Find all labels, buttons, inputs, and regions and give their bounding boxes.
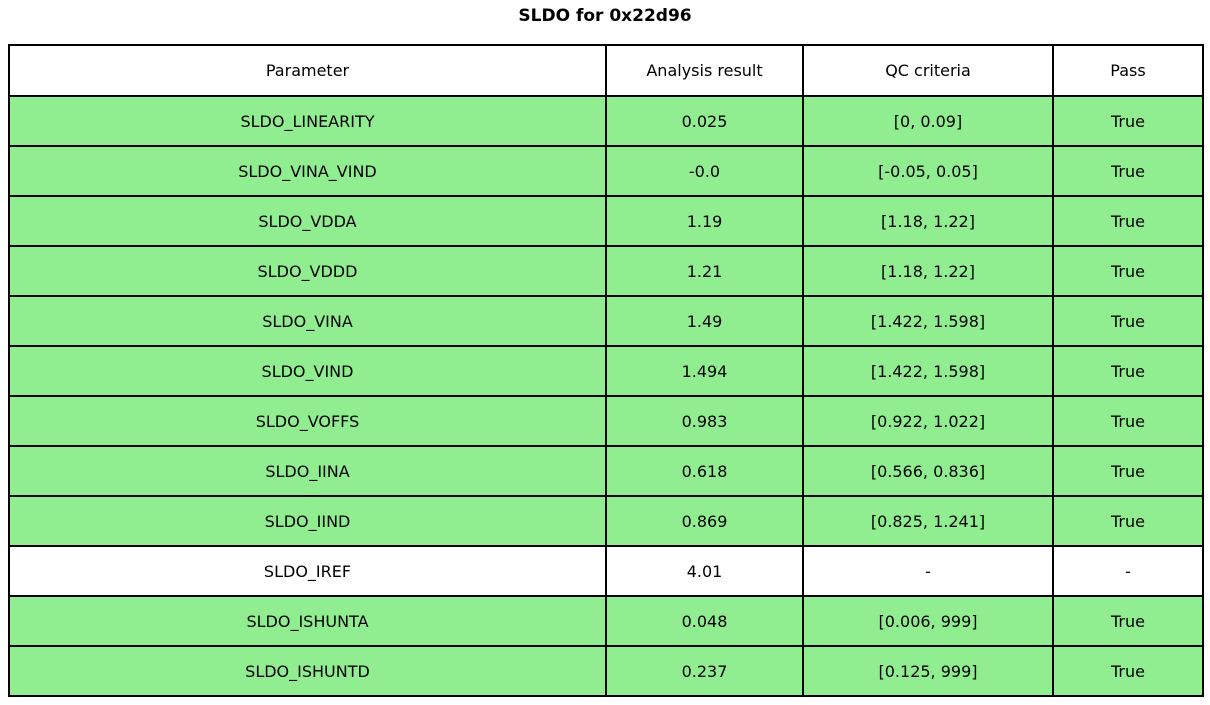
cell-parameter: SLDO_VDDA	[8, 195, 607, 247]
table-row: SLDO_IREF 4.01- -	[8, 545, 1204, 597]
cell-pass: True	[1052, 295, 1204, 347]
cell-criteria: [1.422, 1.598]	[802, 345, 1054, 397]
cell-pass: True	[1052, 95, 1204, 147]
table-row: SLDO_ISHUNTA 0.048 [0.006, 999] True	[8, 595, 1204, 647]
cell-result: -0.0	[605, 145, 804, 197]
cell-result: 4.01	[605, 545, 804, 597]
cell-pass: True	[1052, 345, 1204, 397]
cell-pass: True	[1052, 645, 1204, 697]
cell-criteria: [1.18, 1.22]	[802, 245, 1054, 297]
cell-pass: True	[1052, 595, 1204, 647]
cell-result: 1.19	[605, 195, 804, 247]
qc-results-table: Parameter Analysis result QC criteria Pa…	[8, 44, 1204, 697]
col-header-analysis-result: Analysis result	[605, 44, 804, 97]
cell-parameter: SLDO_VIND	[8, 345, 607, 397]
table-row: SLDO_VINA_VIND -0.0 [-0.05, 0.05] True	[8, 145, 1204, 197]
col-header-parameter: Parameter	[8, 44, 607, 97]
cell-pass: True	[1052, 245, 1204, 297]
cell-parameter: SLDO_ISHUNTD	[8, 645, 607, 697]
cell-criteria: [0.922, 1.022]	[802, 395, 1054, 447]
cell-pass: True	[1052, 145, 1204, 197]
table-row: SLDO_ISHUNTD 0.237 [0.125, 999] True	[8, 645, 1204, 697]
cell-result: 0.025	[605, 95, 804, 147]
page-title: SLDO for 0x22d96	[518, 6, 692, 26]
col-header-qc-criteria: QC criteria	[802, 44, 1054, 97]
cell-pass: True	[1052, 195, 1204, 247]
table-row: SLDO_VOFFS 0.983 [0.922, 1.022] True	[8, 395, 1204, 447]
cell-pass: True	[1052, 395, 1204, 447]
cell-parameter: SLDO_VOFFS	[8, 395, 607, 447]
cell-parameter: SLDO_VINA_VIND	[8, 145, 607, 197]
cell-result: 1.49	[605, 295, 804, 347]
cell-result: 0.048	[605, 595, 804, 647]
cell-result: 1.21	[605, 245, 804, 297]
cell-pass: True	[1052, 445, 1204, 497]
cell-result: 0.237	[605, 645, 804, 697]
table-row: SLDO_LINEARITY 0.025 [0, 0.09] True	[8, 95, 1204, 147]
cell-criteria: [-0.05, 0.05]	[802, 145, 1054, 197]
header-row: Parameter Analysis result QC criteria Pa…	[8, 44, 1204, 97]
cell-criteria: [1.422, 1.598]	[802, 295, 1054, 347]
cell-pass: True	[1052, 495, 1204, 547]
table-row: SLDO_VIND 1.494 [1.422, 1.598] True	[8, 345, 1204, 397]
table-row: SLDO_IINA 0.618 [0.566, 0.836] True	[8, 445, 1204, 497]
cell-parameter: SLDO_IIND	[8, 495, 607, 547]
table-row: SLDO_VINA 1.49 [1.422, 1.598] True	[8, 295, 1204, 347]
cell-result: 1.494	[605, 345, 804, 397]
cell-parameter: SLDO_IINA	[8, 445, 607, 497]
table-row: SLDO_VDDA 1.19 [1.18, 1.22] True	[8, 195, 1204, 247]
cell-criteria: [0.125, 999]	[802, 645, 1054, 697]
cell-result: 0.983	[605, 395, 804, 447]
cell-result: 0.618	[605, 445, 804, 497]
cell-criteria: [0, 0.09]	[802, 95, 1054, 147]
cell-parameter: SLDO_LINEARITY	[8, 95, 607, 147]
cell-criteria: [0.006, 999]	[802, 595, 1054, 647]
cell-parameter: SLDO_IREF	[8, 545, 607, 597]
table-body: SLDO_LINEARITY 0.025 [0, 0.09] True SLDO_VIN…	[8, 95, 1204, 697]
cell-result: 0.869	[605, 495, 804, 547]
cell-parameter: SLDO_ISHUNTA	[8, 595, 607, 647]
cell-parameter: SLDO_VDDD	[8, 245, 607, 297]
table-row: SLDO_IIND 0.869 [0.825, 1.241] True	[8, 495, 1204, 547]
cell-criteria: [0.825, 1.241]	[802, 495, 1054, 547]
cell-pass: -	[1052, 545, 1204, 597]
cell-criteria: [0.566, 0.836]	[802, 445, 1054, 497]
cell-parameter: SLDO_VINA	[8, 295, 607, 347]
col-header-pass: Pass	[1052, 44, 1204, 97]
table-row: SLDO_VDDD 1.21 [1.18, 1.22] True	[8, 245, 1204, 297]
cell-criteria: [1.18, 1.22]	[802, 195, 1054, 247]
cell-criteria: -	[802, 545, 1054, 597]
